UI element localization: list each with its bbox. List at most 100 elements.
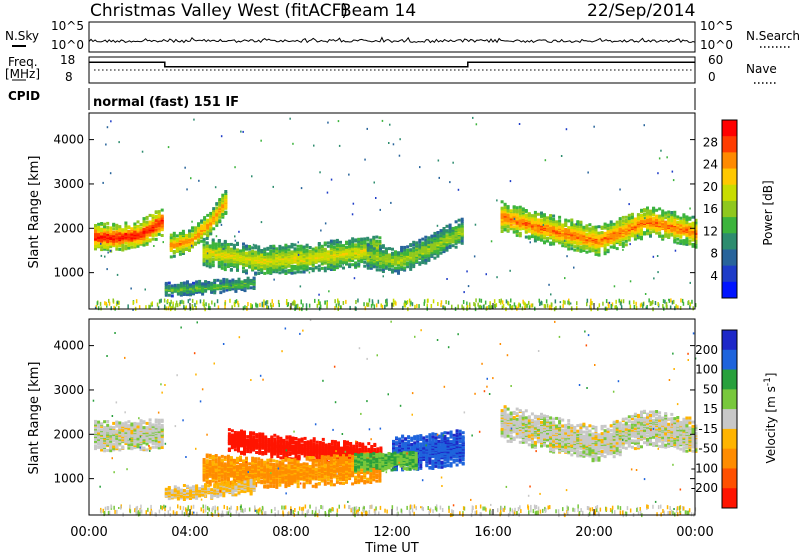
range-cell xyxy=(451,244,455,248)
range-cell xyxy=(133,222,137,226)
range-cell xyxy=(512,227,516,231)
range-cell xyxy=(603,248,607,252)
range-cell xyxy=(424,235,428,239)
range-cell xyxy=(237,284,241,288)
range-cell xyxy=(103,427,107,431)
range-cell xyxy=(561,240,565,244)
range-cell xyxy=(228,279,232,283)
colorbar-tick-label: 12 xyxy=(703,224,718,238)
range-cell xyxy=(237,300,239,305)
range-cell xyxy=(646,206,649,210)
range-cell xyxy=(410,300,412,305)
range-cell xyxy=(609,245,613,249)
range-cell xyxy=(682,221,686,225)
range-cell xyxy=(676,241,680,245)
range-cell xyxy=(594,225,598,229)
range-cell xyxy=(630,234,634,238)
range-cell xyxy=(501,305,504,310)
range-cell xyxy=(302,245,306,249)
range-cell xyxy=(236,256,239,260)
range-cell xyxy=(588,227,592,231)
range-cell xyxy=(231,282,235,286)
range-cell xyxy=(354,243,358,247)
range-cell xyxy=(440,303,442,307)
range-cell xyxy=(667,220,671,224)
range-cell xyxy=(293,250,297,254)
range-cell xyxy=(173,285,177,289)
range-cell xyxy=(549,214,553,218)
range-cell xyxy=(543,218,546,222)
nsky-label: N.Sky xyxy=(5,29,39,43)
range-cell xyxy=(392,298,395,303)
range-cell xyxy=(510,305,512,310)
range-cell xyxy=(613,285,616,288)
range-cell xyxy=(494,304,497,309)
range-cell xyxy=(366,265,370,269)
range-cell xyxy=(430,234,434,238)
range-cell xyxy=(138,305,141,310)
range-cell xyxy=(94,419,97,423)
range-cell xyxy=(621,225,625,229)
range-cell xyxy=(317,253,321,257)
range-cell xyxy=(103,247,107,251)
range-cell xyxy=(100,443,104,447)
range-cell xyxy=(391,251,394,255)
range-cell xyxy=(151,301,153,306)
range-cell xyxy=(560,155,563,157)
range-cell xyxy=(570,223,574,226)
range-cell xyxy=(576,220,580,224)
range-cell xyxy=(558,219,562,223)
power-panel-frame xyxy=(88,112,696,310)
range-cell xyxy=(115,230,119,234)
range-cell xyxy=(512,213,516,216)
range-cell xyxy=(115,237,119,241)
range-cell xyxy=(326,250,330,254)
range-cell xyxy=(676,234,680,238)
range-cell xyxy=(670,232,674,236)
range-cell xyxy=(549,304,551,309)
range-cell xyxy=(573,266,575,269)
range-cell xyxy=(172,245,176,249)
range-cell xyxy=(320,244,324,248)
range-cell xyxy=(590,298,592,303)
range-cell xyxy=(515,208,519,212)
range-cell xyxy=(342,256,345,260)
range-cell xyxy=(424,258,428,262)
range-cell xyxy=(329,243,333,247)
range-cell xyxy=(369,247,373,251)
range-cell xyxy=(284,269,288,273)
range-cell xyxy=(357,244,361,248)
range-cell xyxy=(667,232,671,236)
range-cell xyxy=(299,264,303,268)
range-cell xyxy=(320,229,322,232)
range-cell xyxy=(323,241,327,245)
range-cell xyxy=(543,236,546,240)
range-cell xyxy=(136,227,140,231)
range-cell xyxy=(202,239,206,243)
range-cell xyxy=(682,239,686,243)
range-cell xyxy=(314,298,316,303)
range-cell xyxy=(552,239,556,243)
range-cell xyxy=(213,280,217,284)
range-cell xyxy=(567,226,571,230)
range-cell xyxy=(366,302,368,307)
range-cell xyxy=(299,246,303,250)
range-cell xyxy=(468,307,471,310)
range-cell xyxy=(394,300,396,305)
range-cell xyxy=(220,242,224,246)
range-cell xyxy=(337,305,340,310)
range-cell xyxy=(400,253,404,257)
range-cell xyxy=(208,265,212,269)
range-cell xyxy=(251,264,255,268)
range-cell xyxy=(207,281,211,284)
range-cell xyxy=(612,240,616,244)
range-cell xyxy=(399,138,401,141)
range-cell xyxy=(692,306,694,311)
range-cell xyxy=(320,246,324,250)
range-cell xyxy=(636,213,640,217)
range-cell xyxy=(679,239,683,243)
range-cell xyxy=(151,218,155,222)
range-cell xyxy=(546,219,549,223)
range-cell xyxy=(251,246,255,250)
range-cell xyxy=(670,225,674,229)
